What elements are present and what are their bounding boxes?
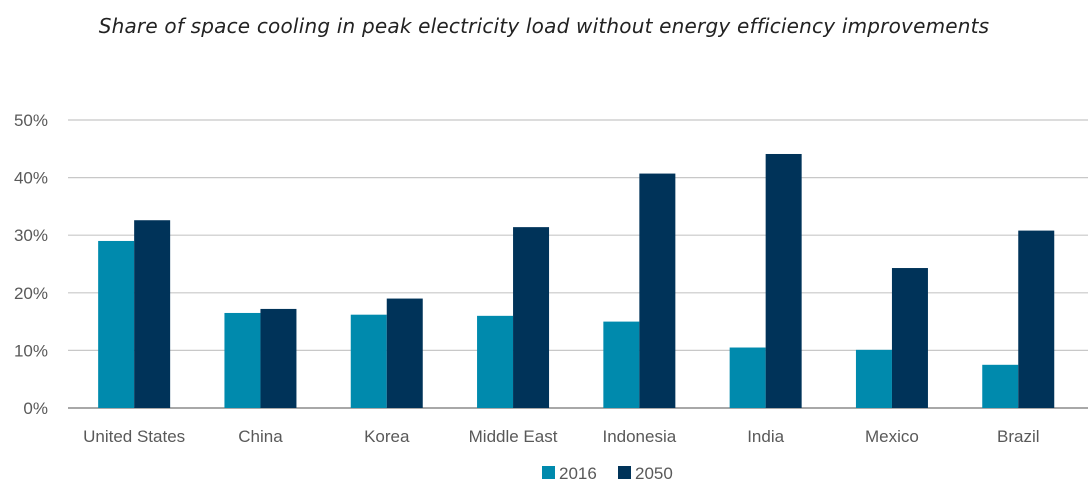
chart-title: Share of space cooling in peak electrici…: [98, 14, 990, 38]
bar-china-2016: [224, 312, 261, 408]
x-tick-label: India: [747, 427, 784, 446]
x-tick-label: United States: [83, 427, 185, 446]
bar-korea-2016: [350, 314, 387, 408]
bar-indonesia-2016: [603, 321, 640, 408]
bar-indonesia-2050: [639, 173, 676, 408]
bar-united-states-2016: [98, 240, 135, 408]
legend-swatch-2016: [542, 466, 555, 479]
y-tick-label: 50%: [14, 111, 48, 130]
bar-india-2050: [765, 153, 802, 408]
bar-korea-2050: [386, 298, 423, 408]
bar-china-2050: [260, 308, 297, 408]
y-tick-label: 10%: [14, 341, 48, 360]
x-tick-label: China: [238, 427, 283, 446]
bar-brazil-2050: [1018, 230, 1055, 408]
bar-united-states-2050: [134, 220, 171, 408]
x-axis-ticks: United States China Korea Middle East Indone…: [83, 427, 1039, 446]
bar-india-2016: [729, 347, 766, 408]
y-tick-label: 0%: [23, 399, 48, 418]
bar-brazil-2016: [982, 364, 1019, 408]
legend-label: 2016: [559, 464, 597, 483]
legend-swatch-2050: [618, 466, 631, 479]
y-axis-ticks: 0% 10% 20% 30% 40% 50%: [14, 111, 48, 418]
bar-mexico-2016: [855, 349, 892, 408]
grid-lines: [68, 119, 1088, 409]
x-tick-label: Middle East: [469, 427, 558, 446]
x-tick-label: Mexico: [865, 427, 919, 446]
y-tick-label: 30%: [14, 226, 48, 245]
bars: [98, 153, 1055, 408]
bar-mexico-2050: [891, 268, 928, 408]
x-tick-label: Korea: [364, 427, 410, 446]
y-tick-label: 40%: [14, 169, 48, 188]
y-tick-label: 20%: [14, 284, 48, 303]
bar-middle-east-2050: [513, 227, 550, 408]
legend-label: 2050: [635, 464, 673, 483]
x-tick-label: Brazil: [997, 427, 1040, 446]
legend: 2016 2050: [542, 464, 673, 483]
bar-middle-east-2016: [477, 315, 514, 408]
x-tick-label: Indonesia: [602, 427, 676, 446]
